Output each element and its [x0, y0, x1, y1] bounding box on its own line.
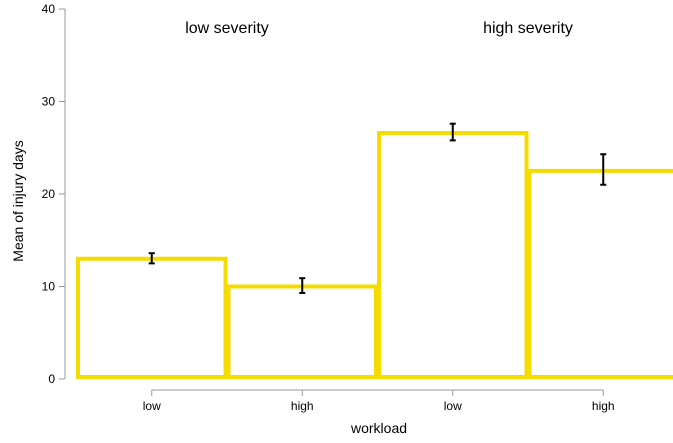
- y-tick-label: 20: [42, 187, 56, 201]
- y-tick-label: 0: [48, 372, 55, 386]
- x-axis-title: workload: [350, 420, 407, 436]
- error-bar: [148, 252, 155, 265]
- error-bars: [148, 122, 607, 294]
- bar-high-severity-low: [377, 130, 529, 379]
- error-bar: [299, 277, 306, 294]
- x-tick-label: high: [291, 399, 314, 413]
- x-tick-label: high: [592, 399, 615, 413]
- error-bar: [449, 122, 456, 142]
- bar-low-severity-high: [226, 284, 378, 379]
- bar-high-severity-high: [527, 168, 673, 379]
- error-bar: [600, 153, 607, 186]
- y-tick-label: 40: [42, 2, 56, 16]
- y-tick-label: 30: [42, 95, 56, 109]
- panel-label: high severity: [483, 20, 573, 37]
- bars: [76, 130, 673, 379]
- bar-low-severity-low: [76, 256, 228, 379]
- panel-label: low severity: [185, 20, 269, 37]
- x-tick-label: low: [143, 399, 161, 413]
- y-axis: 0 10 20 30 40: [42, 2, 66, 386]
- y-axis-title: Mean of injury days: [10, 140, 26, 261]
- y-tick-label: 10: [42, 280, 56, 294]
- x-tick-label: low: [444, 399, 462, 413]
- x-axis: low high low high: [143, 389, 615, 413]
- panel-labels: low severity high severity: [185, 20, 573, 37]
